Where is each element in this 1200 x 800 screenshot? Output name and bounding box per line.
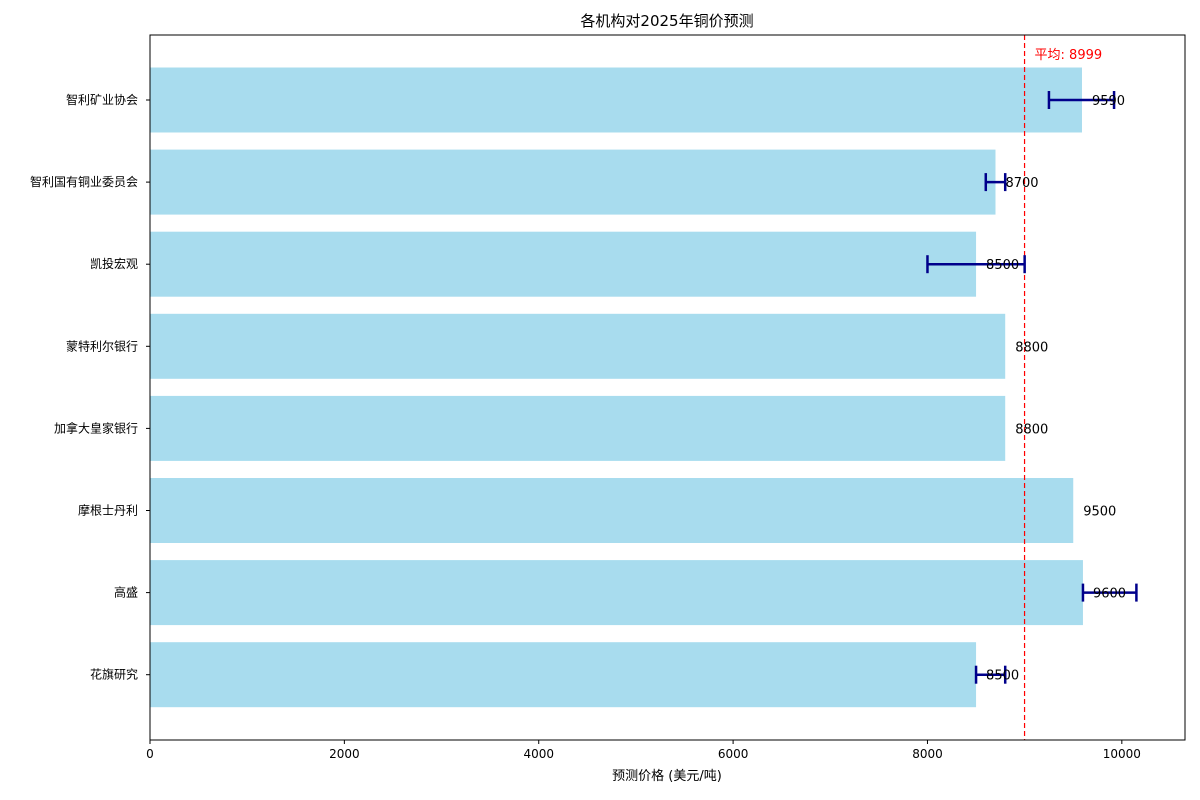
- x-axis: 0 2000 4000 6000 8000 10000: [146, 740, 1141, 761]
- value-label-0: 9590: [1092, 94, 1125, 109]
- value-label-7: 8500: [986, 669, 1019, 684]
- value-label-1: 8700: [1005, 176, 1038, 191]
- y-tick-label-6: 高盛: [114, 585, 138, 600]
- bar-6: [150, 560, 1083, 626]
- bar-4: [150, 395, 1006, 461]
- bar-7: [150, 642, 977, 708]
- error-bars-layer: [926, 91, 1138, 684]
- bar-2: [150, 231, 977, 297]
- bar-1: [150, 149, 996, 215]
- y-tick-label-4: 加拿大皇家银行: [54, 420, 138, 435]
- value-label-5: 9500: [1083, 505, 1116, 520]
- value-label-6: 9600: [1093, 587, 1126, 602]
- x-tick-label-2: 4000: [523, 747, 554, 761]
- y-tick-label-2: 凯投宏观: [90, 256, 138, 271]
- y-tick-label-3: 蒙特利尔银行: [66, 338, 138, 353]
- x-axis-label: 预测价格 (美元/吨): [612, 768, 722, 784]
- chart-title: 各机构对2025年铜价预测: [580, 12, 753, 30]
- x-tick-label-0: 0: [146, 747, 154, 761]
- mean-reference-label: 平均: 8999: [1035, 48, 1103, 63]
- y-axis: 智利矿业协会智利国有铜业委员会凯投宏观蒙特利尔银行加拿大皇家银行摩根士丹利高盛花…: [30, 92, 150, 682]
- y-tick-label-1: 智利国有铜业委员会: [30, 174, 138, 189]
- x-tick-label-5: 10000: [1103, 747, 1141, 761]
- x-tick-label-3: 6000: [718, 747, 749, 761]
- plot-frame: [149, 34, 1186, 741]
- bar-3: [150, 313, 1006, 379]
- bars-layer: [150, 67, 1083, 708]
- reference-line-layer: 平均: 8999: [1023, 35, 1103, 740]
- x-tick-label-4: 8000: [912, 747, 943, 761]
- bar-5: [150, 478, 1074, 543]
- value-label-2: 8500: [986, 258, 1019, 273]
- y-tick-label-5: 摩根士丹利: [78, 503, 138, 518]
- value-label-4: 8800: [1015, 422, 1048, 437]
- y-tick-label-7: 花旗研究: [90, 667, 138, 682]
- value-label-3: 8800: [1015, 340, 1048, 355]
- bar-0: [150, 67, 1082, 133]
- value-labels-layer: 9590 8700 8500 8800 8800 9500 9600 8500: [986, 94, 1126, 684]
- x-tick-label-1: 2000: [329, 747, 360, 761]
- y-tick-label-0: 智利矿业协会: [66, 92, 138, 107]
